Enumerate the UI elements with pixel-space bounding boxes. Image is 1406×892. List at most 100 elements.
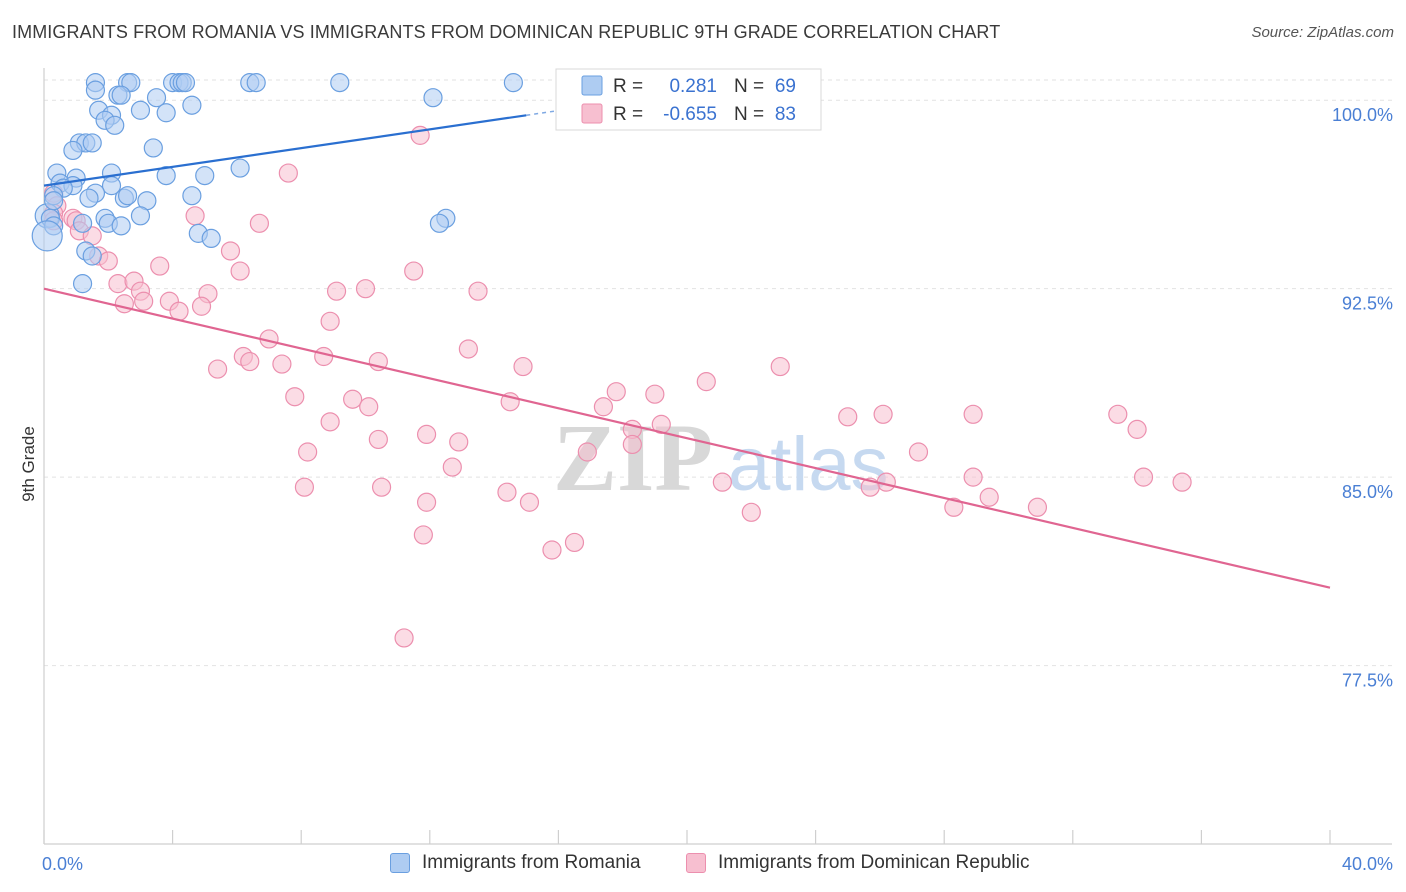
legend-swatch-dominican-bottom <box>686 853 706 873</box>
y-tick-label: 77.5% <box>1342 671 1393 691</box>
romania-point <box>143 138 163 158</box>
dominican-point <box>593 397 614 417</box>
romania-point <box>79 188 99 208</box>
dominican-point <box>320 311 340 331</box>
dominican-point <box>838 407 858 427</box>
y-tick-label: 92.5% <box>1342 294 1393 314</box>
dominican-point <box>1127 419 1147 439</box>
dominican-point <box>326 281 347 301</box>
dominican-point <box>98 251 118 271</box>
x-tick-label: 40.0% <box>1342 854 1393 874</box>
romania-point <box>82 133 102 153</box>
dominican-point <box>371 477 392 497</box>
dominican-point <box>712 472 732 492</box>
dominican-point <box>577 442 597 462</box>
dominican-point <box>963 404 983 424</box>
dominican-point <box>249 213 270 233</box>
dominican-point <box>278 163 298 183</box>
watermark-atlas: atlas <box>728 422 889 507</box>
legend-swatch-romania <box>581 75 603 96</box>
romania-point <box>182 95 202 115</box>
y-tick-label: 100.0% <box>1332 105 1393 125</box>
romania-point <box>117 186 138 206</box>
legend-n-value-dominican: 83 <box>775 104 796 125</box>
dominican-point <box>416 492 437 512</box>
romania-point <box>156 103 176 123</box>
dominican-point <box>272 354 292 374</box>
legend-r-label-romania: R = <box>613 76 643 97</box>
dominican-point <box>696 372 716 392</box>
dominican-point <box>191 296 212 316</box>
romania-point <box>175 73 196 93</box>
dominican-point <box>468 281 488 301</box>
dominican-point <box>240 351 260 372</box>
dominican-point <box>1027 497 1048 517</box>
romania-point <box>63 140 83 161</box>
dominican-point <box>416 424 437 445</box>
legend-swatch-romania-bottom <box>390 853 410 873</box>
dominican-point <box>519 492 540 512</box>
dominican-point <box>1133 467 1154 487</box>
dominican-point <box>606 382 626 402</box>
romania-point <box>201 228 221 249</box>
dominican-point <box>497 482 517 502</box>
romania-point <box>156 165 176 186</box>
romania-point <box>195 165 215 186</box>
legend-item-dominican[interactable]: Immigrants from Dominican Republic <box>686 852 1030 874</box>
y-tick-label: 85.0% <box>1342 482 1393 502</box>
dominican-point <box>394 628 414 648</box>
romania-point <box>105 115 125 135</box>
legend-item-romania[interactable]: Immigrants from Romania <box>390 852 641 874</box>
dominican-point <box>542 540 562 560</box>
watermark: ZIP atlas <box>553 404 889 511</box>
legend-label-romania: Immigrants from Romania <box>422 852 641 873</box>
legend-n-label-dominican: N = <box>734 104 764 125</box>
dominican-trendline <box>43 287 1331 589</box>
dominican-point <box>298 442 318 462</box>
dominican-point <box>963 467 983 487</box>
romania-point <box>130 206 151 226</box>
legend-swatch-dominican <box>581 103 603 124</box>
dominican-point <box>320 412 340 432</box>
legend-label-dominican: Immigrants from Dominican Republic <box>718 852 1030 873</box>
legend-r-label-dominican: R = <box>613 104 643 125</box>
romania-point <box>429 213 450 233</box>
romania-point <box>72 213 93 233</box>
dominican-point <box>458 339 478 359</box>
series-legend: Immigrants from Romania Immigrants from … <box>0 852 1406 878</box>
dominican-point <box>741 502 761 522</box>
dominican-point <box>134 291 154 311</box>
romania-point <box>246 73 266 93</box>
romania-point <box>85 80 106 100</box>
romania-point <box>230 158 250 178</box>
dominican-point <box>220 241 241 261</box>
romania-points <box>31 73 523 294</box>
dominican-point <box>944 497 964 517</box>
dominican-point <box>230 261 250 281</box>
x-tick-labels: 0.0% 40.0% <box>42 854 1393 874</box>
dominican-point <box>442 457 462 477</box>
dominican-point <box>114 294 134 314</box>
legend-n-label-romania: N = <box>734 76 764 97</box>
dominican-point <box>208 359 228 379</box>
romania-point <box>330 73 350 93</box>
dominican-point <box>564 532 585 553</box>
romania-point <box>146 88 167 108</box>
dominican-point <box>413 525 433 545</box>
romania-point <box>503 73 523 93</box>
dominican-point <box>513 356 533 377</box>
legend-r-value-romania: 0.281 <box>669 76 717 97</box>
correlation-legend: R = 0.281 N = 69 R = -0.655 N = 83 <box>555 68 822 131</box>
romania-trendline <box>43 114 527 187</box>
dominican-point <box>343 389 363 409</box>
trendlines <box>43 103 1331 589</box>
romania-point <box>182 186 202 206</box>
x-tick-label: 0.0% <box>42 854 83 874</box>
dominican-point <box>150 256 170 276</box>
dominican-point <box>651 414 671 434</box>
dominican-point <box>1172 472 1192 492</box>
y-axis-label: 9th Grade <box>19 426 38 502</box>
dominican-point <box>622 434 642 455</box>
dominican-point <box>285 387 305 407</box>
dominican-point <box>368 429 388 450</box>
